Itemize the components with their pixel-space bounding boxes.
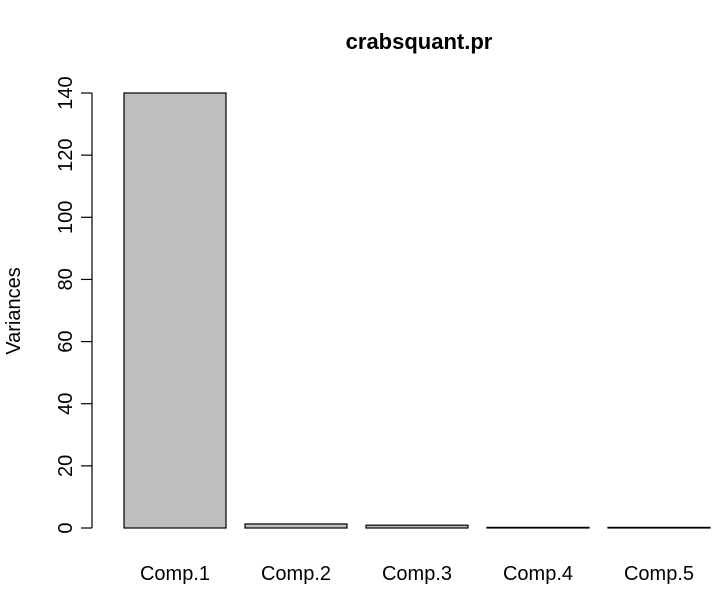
bar-comp-2 xyxy=(244,523,348,529)
bar-comp-3 xyxy=(365,524,469,529)
y-tick-label: 60 xyxy=(55,330,77,352)
y-tick-label: 40 xyxy=(55,393,77,415)
x-tick-label: Comp.2 xyxy=(261,563,331,585)
y-tick-label: 0 xyxy=(55,522,77,533)
bar-comp-5 xyxy=(607,526,711,529)
bar-comp-1 xyxy=(123,92,227,529)
bar-comp-4 xyxy=(486,526,590,529)
y-tick-label: 20 xyxy=(55,455,77,477)
x-tick-label: Comp.1 xyxy=(140,563,210,585)
y-tick-label: 140 xyxy=(55,76,77,109)
chart-title: crabsquant.pr xyxy=(346,29,493,54)
y-axis: 0 20 40 60 80 100 120 140 xyxy=(55,76,93,534)
y-axis-label: Variances xyxy=(3,267,25,354)
y-tick-label: 120 xyxy=(55,138,77,171)
bars xyxy=(123,92,711,529)
x-tick-label: Comp.4 xyxy=(503,563,573,585)
x-tick-labels: Comp.1 Comp.2 Comp.3 Comp.4 Comp.5 xyxy=(140,563,694,585)
x-tick-label: Comp.5 xyxy=(624,563,694,585)
x-tick-label: Comp.3 xyxy=(382,563,452,585)
y-tick-label: 100 xyxy=(55,201,77,234)
y-tick-label: 80 xyxy=(55,268,77,290)
